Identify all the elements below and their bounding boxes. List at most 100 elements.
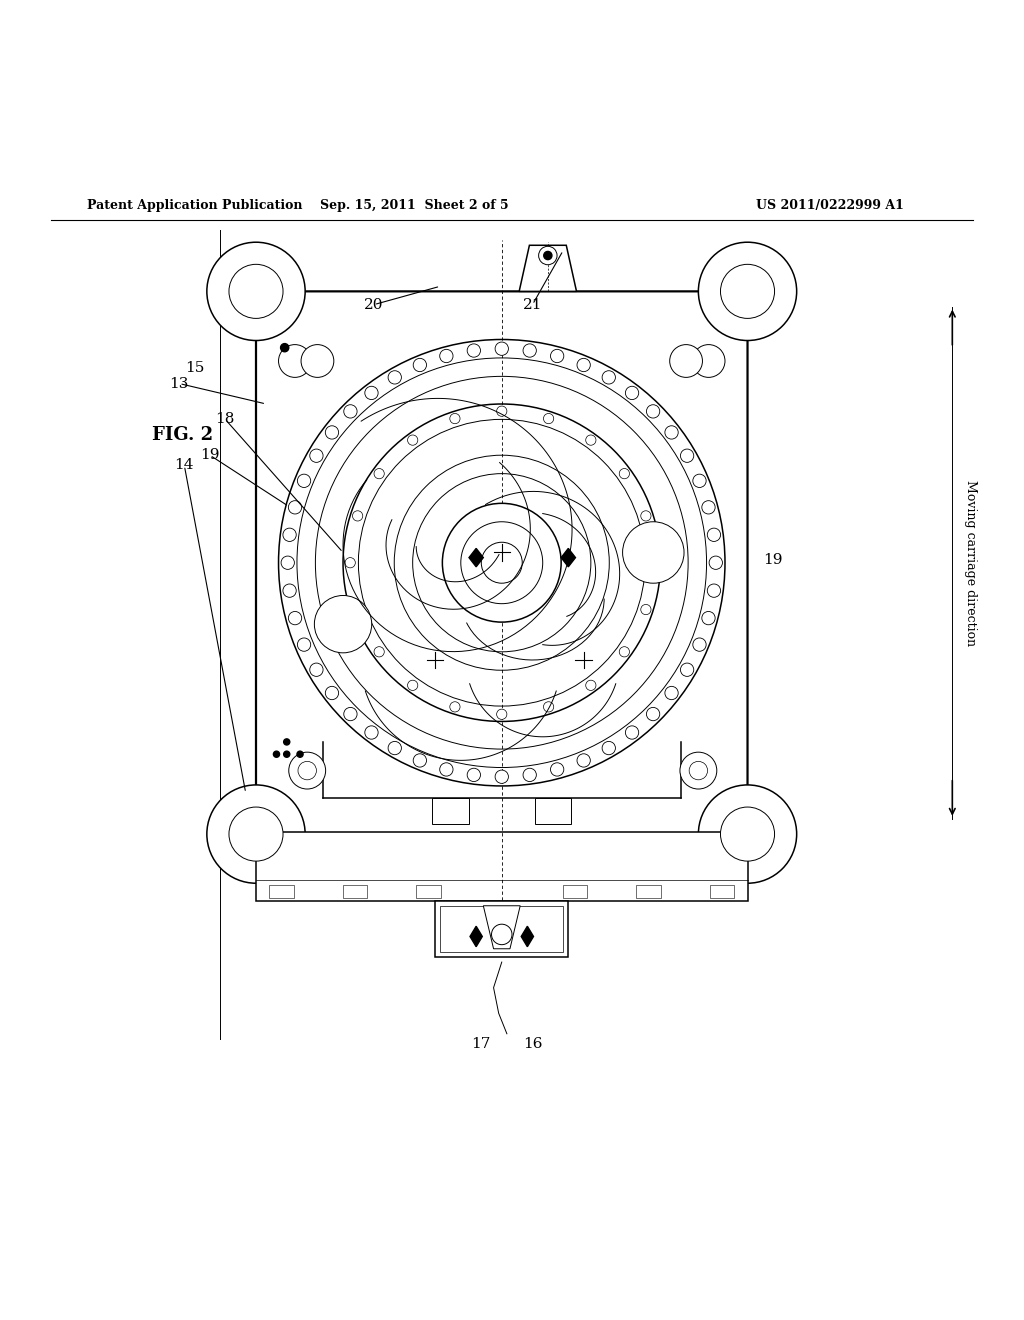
- Circle shape: [388, 371, 401, 384]
- Circle shape: [284, 739, 290, 744]
- Bar: [256, 832, 748, 900]
- Circle shape: [289, 611, 302, 624]
- Text: 15: 15: [185, 362, 204, 375]
- Circle shape: [408, 680, 418, 690]
- Circle shape: [680, 449, 693, 462]
- Circle shape: [314, 595, 372, 653]
- Circle shape: [345, 557, 355, 568]
- Text: FIG. 2: FIG. 2: [152, 426, 213, 444]
- Circle shape: [701, 611, 715, 624]
- Circle shape: [544, 702, 554, 711]
- Circle shape: [450, 702, 460, 711]
- Circle shape: [374, 647, 384, 657]
- Text: US 2011/0222999 A1: US 2011/0222999 A1: [756, 199, 903, 211]
- Circle shape: [544, 413, 554, 424]
- Circle shape: [721, 264, 774, 318]
- Text: Patent Application Publication: Patent Application Publication: [87, 199, 302, 211]
- Bar: [435, 900, 568, 957]
- Circle shape: [450, 413, 460, 424]
- Bar: [563, 886, 588, 898]
- Circle shape: [207, 242, 305, 341]
- Circle shape: [620, 647, 630, 657]
- Text: 19: 19: [200, 449, 220, 462]
- Circle shape: [310, 663, 324, 676]
- Circle shape: [626, 387, 639, 400]
- Circle shape: [577, 754, 590, 767]
- Circle shape: [408, 436, 418, 445]
- Circle shape: [467, 768, 480, 781]
- Circle shape: [289, 752, 326, 789]
- Circle shape: [273, 751, 280, 758]
- Text: 19: 19: [763, 553, 782, 566]
- Circle shape: [648, 557, 658, 568]
- Circle shape: [623, 521, 684, 583]
- Circle shape: [665, 426, 678, 440]
- Circle shape: [646, 405, 659, 418]
- Circle shape: [310, 449, 324, 462]
- Circle shape: [344, 708, 357, 721]
- Text: 20: 20: [364, 298, 384, 312]
- Circle shape: [207, 785, 305, 883]
- Circle shape: [641, 605, 651, 615]
- Circle shape: [602, 371, 615, 384]
- Circle shape: [692, 345, 725, 378]
- Circle shape: [283, 528, 296, 541]
- Circle shape: [414, 754, 427, 767]
- Text: Sep. 15, 2011  Sheet 2 of 5: Sep. 15, 2011 Sheet 2 of 5: [321, 199, 509, 211]
- Circle shape: [551, 350, 564, 363]
- Circle shape: [708, 528, 721, 541]
- Circle shape: [680, 663, 693, 676]
- Circle shape: [544, 251, 552, 260]
- Bar: [440, 906, 563, 952]
- Circle shape: [492, 924, 512, 945]
- Polygon shape: [470, 927, 482, 946]
- Circle shape: [365, 726, 378, 739]
- Circle shape: [439, 763, 453, 776]
- Circle shape: [281, 343, 289, 351]
- Circle shape: [721, 807, 774, 861]
- Text: 18: 18: [216, 412, 234, 426]
- Circle shape: [289, 500, 302, 513]
- Circle shape: [586, 436, 596, 445]
- Circle shape: [586, 680, 596, 690]
- Circle shape: [693, 638, 707, 651]
- Bar: [636, 886, 660, 898]
- Text: 14: 14: [174, 458, 195, 473]
- Circle shape: [523, 768, 537, 781]
- Circle shape: [620, 469, 630, 479]
- Circle shape: [539, 247, 557, 265]
- Circle shape: [701, 500, 715, 513]
- Circle shape: [365, 387, 378, 400]
- Circle shape: [680, 752, 717, 789]
- Polygon shape: [469, 548, 483, 566]
- Circle shape: [523, 345, 537, 358]
- Polygon shape: [483, 906, 520, 949]
- Bar: [710, 886, 734, 898]
- Circle shape: [665, 686, 678, 700]
- Circle shape: [496, 342, 508, 355]
- Circle shape: [414, 358, 427, 372]
- Polygon shape: [519, 246, 577, 292]
- Text: 13: 13: [170, 376, 188, 391]
- Polygon shape: [521, 927, 534, 946]
- Circle shape: [442, 503, 561, 622]
- Circle shape: [496, 770, 508, 783]
- Circle shape: [284, 751, 290, 758]
- Circle shape: [698, 242, 797, 341]
- Bar: [269, 886, 294, 898]
- Circle shape: [352, 511, 362, 521]
- Text: Moving carriage direction: Moving carriage direction: [965, 479, 977, 645]
- Circle shape: [467, 345, 480, 358]
- Circle shape: [326, 426, 339, 440]
- Circle shape: [344, 405, 357, 418]
- Bar: [432, 799, 469, 824]
- Circle shape: [709, 556, 723, 569]
- Polygon shape: [256, 292, 748, 834]
- Circle shape: [326, 686, 339, 700]
- Circle shape: [388, 742, 401, 755]
- Bar: [416, 886, 440, 898]
- Circle shape: [297, 638, 310, 651]
- Text: 21: 21: [522, 298, 543, 312]
- Text: 17: 17: [472, 1038, 490, 1051]
- Circle shape: [374, 469, 384, 479]
